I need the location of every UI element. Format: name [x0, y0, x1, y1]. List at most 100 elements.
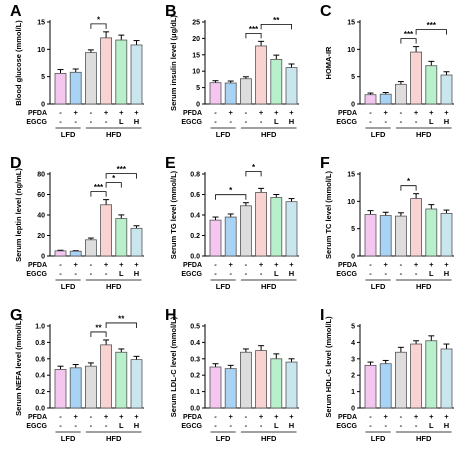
- bar: [270, 197, 283, 257]
- significance-label: **: [273, 16, 280, 25]
- y-tick-label: 10: [347, 199, 355, 206]
- bar: [425, 65, 438, 105]
- pfda-mark: +: [104, 260, 109, 269]
- y-tick-label: 4: [351, 340, 355, 347]
- group-label-lfd: LFD: [216, 434, 231, 443]
- y-tick-label: 80: [37, 172, 45, 179]
- row-label-pfda: PFDA: [28, 110, 47, 117]
- egcg-mark: L: [429, 117, 434, 126]
- egcg-mark: -: [214, 117, 217, 126]
- bar: [115, 218, 128, 257]
- y-tick-label: 20: [37, 233, 45, 240]
- pfda-mark: +: [74, 260, 79, 269]
- significance-bracket: [245, 170, 262, 177]
- bar: [239, 351, 252, 409]
- bar: [209, 366, 222, 409]
- bar: [440, 348, 453, 409]
- bar: [100, 37, 112, 105]
- y-tick-label: 0.4: [35, 373, 45, 380]
- bar: [224, 368, 237, 409]
- pfda-mark: +: [429, 412, 434, 421]
- bar: [115, 39, 128, 105]
- significance-bracket: [400, 38, 417, 44]
- egcg-mark: -: [260, 421, 263, 430]
- egcg-mark: H: [444, 421, 449, 430]
- pfda-mark: +: [134, 260, 139, 269]
- pfda-mark: +: [384, 108, 389, 117]
- row-label-egcg: EGCG: [181, 423, 202, 430]
- pfda-mark: +: [429, 260, 434, 269]
- pfda-mark: -: [245, 260, 248, 269]
- group-label-lfd: LFD: [61, 434, 76, 443]
- group-label-lfd: LFD: [61, 130, 76, 139]
- y-tick-label: 15: [192, 52, 200, 59]
- bar: [394, 215, 407, 257]
- panel-letter: I: [320, 307, 324, 324]
- bar: [100, 204, 112, 257]
- bar: [130, 359, 143, 409]
- bar: [69, 250, 82, 257]
- y-tick-label: 0.6: [190, 192, 200, 199]
- group-label-hfd: HFD: [416, 130, 432, 139]
- row-label-egcg: EGCG: [181, 119, 202, 126]
- egcg-mark: -: [229, 117, 232, 126]
- egcg-mark: -: [74, 421, 77, 430]
- y-tick-label: 10: [37, 47, 45, 54]
- significance-label: *: [407, 177, 411, 186]
- bar: [85, 52, 97, 105]
- egcg-mark: -: [59, 269, 62, 278]
- pfda-mark: -: [214, 412, 217, 421]
- pfda-mark: -: [369, 412, 372, 421]
- egcg-mark: -: [214, 269, 217, 278]
- y-tick-label: 0.4: [190, 340, 200, 347]
- row-label-pfda: PFDA: [183, 414, 202, 421]
- significance-bracket: [105, 173, 137, 179]
- y-axis-label: Serum TG level (mmol/L): [169, 170, 178, 259]
- y-axis-label: Serum leptin level (ng/mL): [14, 168, 23, 262]
- row-label-pfda: PFDA: [28, 262, 47, 269]
- panel-letter: A: [10, 3, 22, 20]
- egcg-mark: -: [105, 421, 108, 430]
- pfda-mark: +: [429, 108, 434, 117]
- significance-bracket: [260, 23, 292, 30]
- y-axis-label: Serum NEFA level (mmol/L): [14, 318, 23, 416]
- egcg-mark: -: [214, 421, 217, 430]
- chart-panel-c: CHOMA-IR051015******PFDAEGCG--+---+-+L+H…: [320, 3, 454, 139]
- y-tick-label: 0.3: [190, 356, 200, 363]
- y-tick-label: 0: [196, 102, 200, 109]
- y-tick-label: 5: [351, 324, 355, 331]
- y-tick-label: 0.0: [35, 406, 45, 413]
- y-tick-label: 60: [37, 192, 45, 199]
- group-label-hfd: HFD: [416, 434, 432, 443]
- bar: [425, 208, 438, 257]
- pfda-mark: +: [134, 412, 139, 421]
- bar: [239, 78, 252, 105]
- egcg-mark: -: [74, 117, 77, 126]
- egcg-mark: -: [90, 117, 93, 126]
- bar: [54, 72, 67, 105]
- egcg-mark: L: [274, 421, 279, 430]
- egcg-mark: L: [429, 421, 434, 430]
- egcg-mark: -: [245, 117, 248, 126]
- significance-bracket: [90, 331, 107, 337]
- y-tick-label: 0: [41, 254, 45, 261]
- bar: [364, 214, 377, 257]
- y-tick-label: 10: [347, 47, 355, 54]
- y-axis-label: Blood glucose (mmol/L): [14, 20, 23, 106]
- y-tick-label: 15: [347, 172, 355, 179]
- group-label-hfd: HFD: [261, 130, 277, 139]
- pfda-mark: -: [214, 260, 217, 269]
- bar: [410, 51, 423, 105]
- y-tick-label: 20: [192, 36, 200, 43]
- bar: [285, 201, 298, 257]
- pfda-mark: +: [289, 108, 294, 117]
- y-tick-label: 0.6: [35, 356, 45, 363]
- y-tick-label: 5: [351, 226, 355, 233]
- significance-label: **: [118, 314, 125, 323]
- pfda-mark: -: [400, 108, 403, 117]
- y-tick-label: 0.4: [190, 213, 200, 220]
- significance-bracket: [90, 23, 107, 29]
